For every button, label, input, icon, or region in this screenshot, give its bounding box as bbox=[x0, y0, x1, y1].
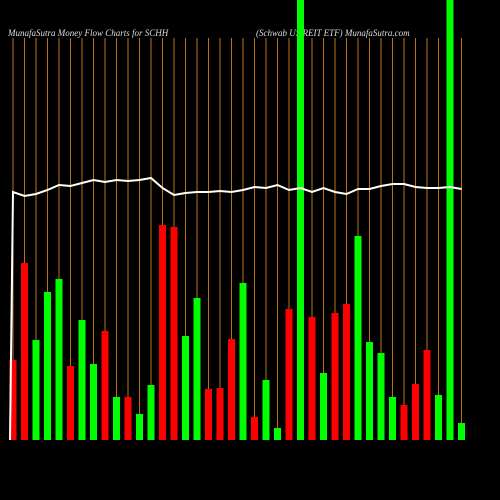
bar bbox=[320, 373, 327, 440]
bar bbox=[274, 428, 281, 440]
bar bbox=[193, 298, 201, 440]
bar bbox=[170, 227, 178, 440]
flow-line bbox=[9, 176, 462, 441]
bar bbox=[113, 397, 120, 440]
bar bbox=[377, 353, 385, 440]
bar bbox=[159, 225, 166, 440]
bar bbox=[366, 342, 373, 440]
bar bbox=[331, 313, 339, 440]
bar bbox=[44, 292, 51, 440]
bar bbox=[90, 364, 97, 440]
bar bbox=[239, 283, 247, 440]
bar bbox=[9, 360, 17, 440]
bar bbox=[205, 389, 212, 440]
bar bbox=[55, 279, 63, 440]
bar bbox=[101, 331, 109, 440]
bar bbox=[343, 304, 350, 440]
bar bbox=[182, 336, 189, 440]
bar bbox=[446, 0, 454, 440]
bar bbox=[308, 317, 316, 440]
bar bbox=[285, 309, 293, 440]
chart-title: MunafaSutra Money Flow Charts for SCHH bbox=[7, 28, 169, 38]
bar bbox=[412, 384, 419, 440]
bar bbox=[32, 340, 40, 440]
bar bbox=[136, 414, 143, 440]
chart-subtitle: (Schwab US REIT ETF) MunafaSutra.com bbox=[256, 28, 410, 38]
bar bbox=[251, 417, 258, 440]
bar bbox=[389, 397, 396, 440]
bar bbox=[216, 388, 224, 440]
bar bbox=[400, 405, 408, 440]
bar bbox=[78, 320, 86, 440]
bar bbox=[262, 380, 270, 440]
bar bbox=[67, 366, 74, 440]
bar bbox=[124, 397, 132, 440]
bar bbox=[147, 385, 155, 440]
bar bbox=[297, 0, 304, 440]
bar bbox=[458, 423, 465, 440]
bar bbox=[423, 350, 431, 440]
bar bbox=[435, 395, 442, 440]
bar bbox=[228, 339, 235, 440]
bar bbox=[21, 263, 28, 440]
bar bbox=[354, 236, 362, 440]
